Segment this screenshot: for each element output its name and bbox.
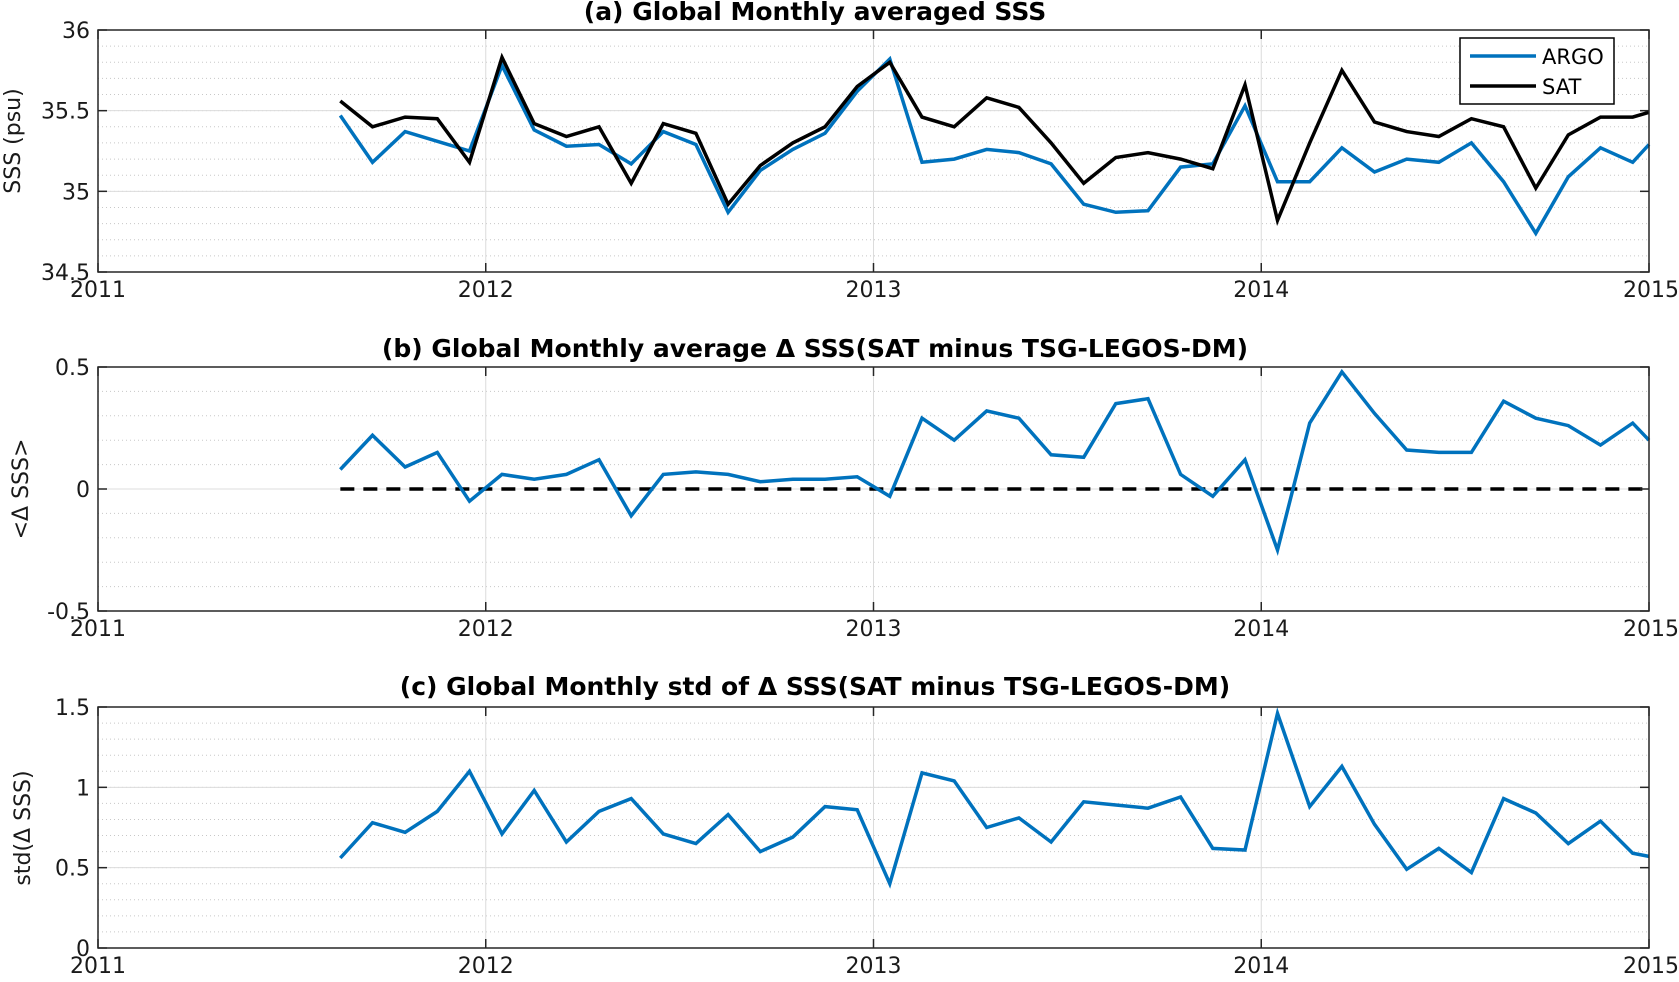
x-tick-label: 2012 (458, 617, 514, 642)
y-tick-label: 35.5 (41, 100, 90, 125)
panel-b-global-monthly-average-delta-sss: (b) Global Monthly average Δ SSS(SAT min… (9, 334, 1679, 642)
x-tick-label: 2013 (846, 617, 902, 642)
y-tick-label: 0 (76, 937, 90, 962)
x-tick-label: 2014 (1233, 954, 1289, 979)
grid (97, 29, 1650, 273)
legend-label-argo: ARGO (1542, 45, 1604, 69)
y-tick-label: 36 (62, 19, 90, 44)
y-tick-label: 1 (76, 776, 90, 801)
x-tick-label: 2013 (846, 954, 902, 979)
y-tick-label: 0 (76, 478, 90, 503)
chart-title: (a) Global Monthly averaged SSS (584, 0, 1046, 26)
legend: ARGO SAT (1459, 37, 1615, 105)
grid (97, 706, 1650, 949)
y-axis-label: <Δ SSS> (9, 439, 34, 540)
x-tick-label: 2014 (1233, 278, 1289, 303)
y-tick-label: -0.5 (47, 600, 90, 625)
x-tick-label: 2014 (1233, 617, 1289, 642)
series-line-sat (339, 52, 1650, 227)
x-tick-label: 2012 (458, 278, 514, 303)
panel-c-global-monthly-std-delta-sss: (c) Global Monthly std of Δ SSS(SAT minu… (11, 672, 1679, 979)
series-line (339, 707, 1650, 889)
y-tick-label: 0.5 (55, 356, 90, 381)
y-tick-label: 35 (62, 180, 90, 205)
chart-title: (b) Global Monthly average Δ SSS(SAT min… (382, 334, 1248, 363)
x-tick-label: 2011 (70, 278, 126, 303)
x-tick-label: 2012 (458, 954, 514, 979)
x-tick-label: 2013 (846, 278, 902, 303)
x-tick-label: 2015 (1623, 617, 1679, 642)
x-tick-label: 2011 (70, 954, 126, 979)
series-line-argo (338, 55, 1651, 237)
legend-box (1459, 37, 1615, 105)
y-axis-label: std(Δ SSS) (11, 770, 36, 885)
y-tick-label: 1.5 (55, 696, 90, 721)
x-tick-label: 2011 (70, 617, 126, 642)
y-tick-label: 0.5 (55, 857, 90, 882)
panel-a-global-monthly-averaged-sss: (a) Global Monthly averaged SSS SSS (psu… (1, 0, 1679, 303)
chart-title: (c) Global Monthly std of Δ SSS(SAT minu… (400, 672, 1230, 701)
x-tick-label: 2015 (1623, 278, 1679, 303)
y-tick-label: 34.5 (41, 261, 90, 286)
y-axis-label: SSS (psu) (1, 88, 26, 193)
series-line (339, 368, 1651, 556)
legend-label-sat: SAT (1542, 75, 1581, 99)
x-tick-label: 2015 (1623, 954, 1679, 979)
